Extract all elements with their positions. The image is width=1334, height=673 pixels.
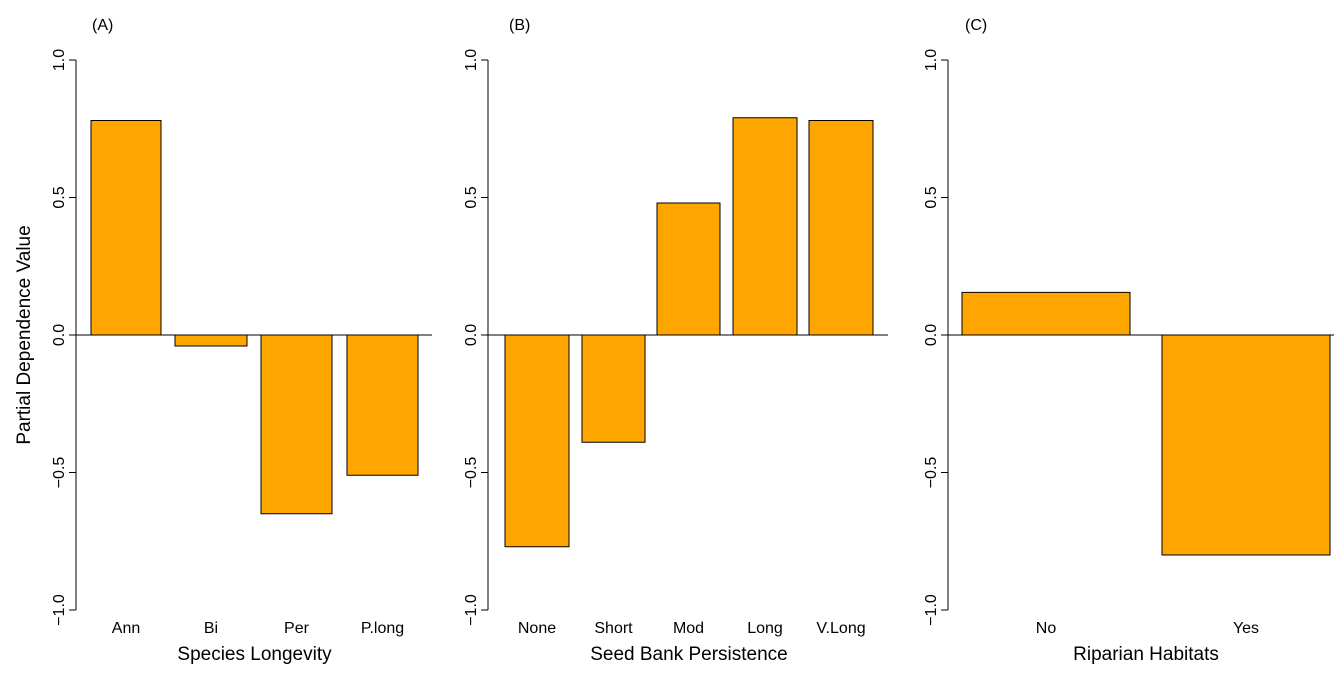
x-category-label: V.Long [816, 620, 865, 637]
y-tick-label: 1.0 [51, 49, 68, 71]
x-category-label: Long [747, 620, 783, 637]
x-category-label: No [1036, 620, 1057, 637]
y-axis-title: Partial Dependence Value [14, 225, 35, 444]
x-category-label: Per [284, 620, 310, 637]
y-tick-label: 0.0 [51, 324, 68, 346]
x-axis-title: Species Longevity [177, 644, 332, 665]
y-tick-label: −0.5 [51, 457, 68, 489]
bar-p-long [346, 334, 419, 476]
x-category-label: Bi [204, 620, 218, 637]
y-tick-label: −1.0 [51, 594, 68, 626]
y-tick-label: 1.0 [463, 49, 480, 71]
y-tick-label: 0.5 [51, 186, 68, 208]
panel-label: (C) [965, 17, 987, 34]
x-category-label: None [518, 620, 556, 637]
bar-short [581, 334, 646, 443]
y-tick-label: −1.0 [463, 594, 480, 626]
x-category-label: Mod [673, 620, 704, 637]
y-tick-label: −1.0 [923, 594, 940, 626]
y-tick-label: 0.0 [923, 324, 940, 346]
x-category-label: Ann [112, 620, 140, 637]
x-axis-title: Seed Bank Persistence [590, 644, 788, 665]
bar-mod [656, 202, 721, 336]
bar-ann [90, 120, 162, 336]
bar-per [260, 334, 333, 515]
x-category-label: Yes [1233, 620, 1259, 637]
bar-no [961, 291, 1131, 336]
bar-v-long [808, 120, 874, 336]
y-tick-label: 0.5 [463, 186, 480, 208]
y-tick-label: −0.5 [923, 457, 940, 489]
y-tick-label: 0.5 [923, 186, 940, 208]
x-axis-title: Riparian Habitats [1073, 644, 1219, 665]
y-tick-label: 1.0 [923, 49, 940, 71]
bar-long [732, 117, 798, 336]
y-tick-label: −0.5 [463, 457, 480, 489]
bar-none [504, 334, 570, 548]
x-category-label: Short [594, 620, 633, 637]
panel-label: (B) [509, 17, 530, 34]
y-tick-label: 0.0 [463, 324, 480, 346]
bar-bi [174, 334, 248, 347]
x-category-label: P.long [361, 620, 404, 637]
panel-label: (A) [92, 17, 113, 34]
bar-yes [1161, 334, 1331, 556]
